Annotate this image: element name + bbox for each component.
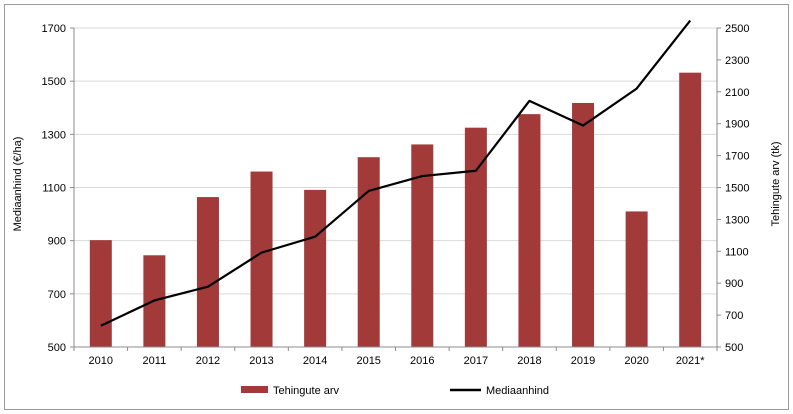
x-tick-label: 2018 (517, 355, 541, 367)
bar (411, 144, 434, 347)
gridlines (74, 27, 717, 348)
x-tick-label: 2017 (464, 355, 488, 367)
y2-tick-label: 1900 (725, 119, 749, 131)
mediaanhind-line (100, 19, 692, 327)
axes: 500 700 900 1100 1300 1500 1700 500 700 900 1100 13… (42, 23, 750, 367)
x-tick-label: 2014 (303, 355, 327, 367)
y2-tick-label: 900 (725, 278, 743, 290)
y2-tick-label: 1300 (725, 214, 749, 226)
x-tick-label: 2016 (410, 355, 434, 367)
legend: Tehingute arv Mediaanhind (241, 385, 549, 397)
y2-tick-label: 500 (725, 342, 743, 354)
x-tick-label: 2010 (89, 355, 113, 367)
bar (464, 127, 487, 347)
x-tick-label: 2013 (249, 355, 273, 367)
y2-tick-label: 1700 (725, 151, 749, 163)
bar-series (89, 72, 702, 347)
y2-tick-label: 2300 (725, 55, 749, 67)
x-tick-label: 2012 (196, 355, 220, 367)
bar (625, 211, 648, 347)
x-tick-label: 2015 (356, 355, 380, 367)
bar (304, 189, 327, 347)
y-tick-label: 1500 (42, 76, 66, 88)
chart-frame: 500 700 900 1100 1300 1500 1700 500 700 900 1100 13… (4, 4, 789, 410)
x-tick-label: 2019 (571, 355, 595, 367)
bar (518, 114, 541, 347)
y-axis-title: Mediaanhind (€/ha) (12, 137, 24, 232)
line-series (100, 19, 692, 327)
y2-tick-label: 700 (725, 310, 743, 322)
x-tick-label: 2020 (624, 355, 648, 367)
y-tick-label: 1100 (42, 183, 66, 195)
bar (357, 157, 380, 347)
bar (679, 72, 702, 347)
y-tick-label: 1700 (42, 23, 66, 35)
y-tick-label: 500 (48, 342, 66, 354)
legend-swatch-tehingute-arv (241, 386, 268, 393)
bar (572, 102, 595, 347)
bar (250, 171, 273, 347)
y-tick-label: 700 (48, 289, 66, 301)
legend-label-tehingute-arv: Tehingute arv (273, 385, 340, 397)
bar (89, 240, 112, 347)
x-tick-label: 2021* (676, 355, 705, 367)
legend-label-mediaanhind: Mediaanhind (486, 385, 549, 397)
y2-tick-label: 2100 (725, 87, 749, 99)
y2-axis-title: Tehingute arv (tk) (770, 142, 782, 227)
y-tick-label: 900 (48, 236, 66, 248)
y-tick-label: 1300 (42, 129, 66, 141)
y2-tick-label: 1500 (725, 183, 749, 195)
y2-tick-label: 1100 (725, 246, 749, 258)
x-tick-label: 2011 (143, 355, 167, 367)
bar (196, 197, 219, 347)
y2-tick-label: 2500 (725, 23, 749, 35)
chart: 500 700 900 1100 1300 1500 1700 500 700 900 1100 13… (12, 19, 782, 397)
